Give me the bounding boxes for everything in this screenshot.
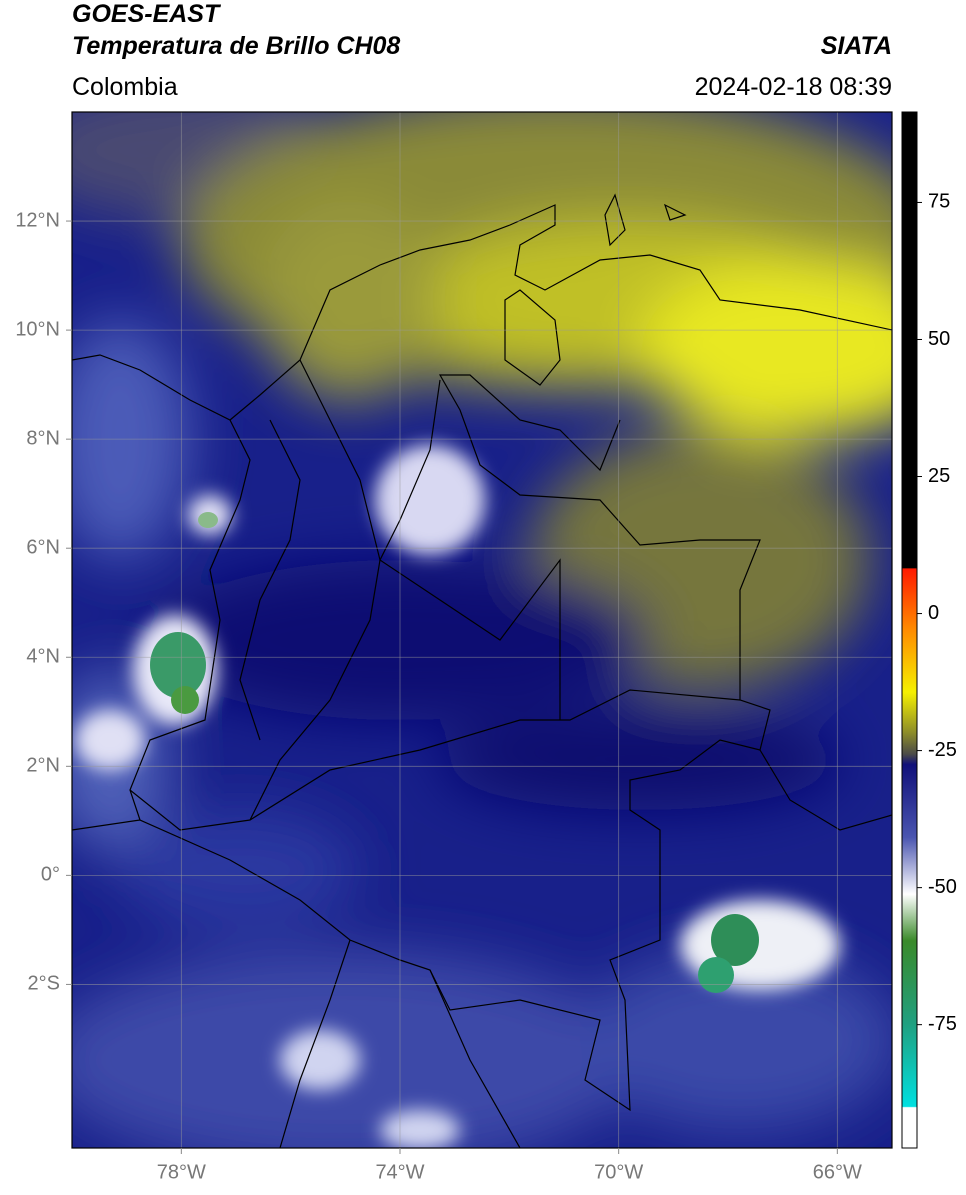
colorbar-tick-label: -50 [928, 876, 957, 898]
y-tick-label: 8°N [26, 427, 60, 449]
y-tick-label: 12°N [15, 209, 60, 231]
x-tick-label: 74°W [375, 1161, 424, 1183]
borders [72, 193, 892, 1148]
y-tick-label: 6°N [26, 536, 60, 558]
map-frame [71, 111, 893, 1149]
source: SIATA [821, 32, 892, 60]
x-tick-label: 70°W [594, 1161, 643, 1183]
x-tick-label: 78°W [157, 1161, 206, 1183]
y-tick-label: 4°N [26, 646, 60, 668]
colorbar-tick-label: 50 [928, 328, 950, 350]
title: GOES-EAST [72, 0, 222, 28]
colorbar-tick-label: -75 [928, 1013, 957, 1035]
satellite-image [72, 112, 892, 1148]
subtitle: Temperatura de Brillo CH08 [72, 32, 400, 60]
datetime: 2024-02-18 08:39 [695, 73, 892, 101]
colorbar-tick-label: 0 [928, 602, 939, 624]
region: Colombia [72, 73, 178, 101]
y-tick-label: 0° [41, 864, 60, 886]
colorbar-tick-label: -25 [928, 739, 957, 761]
y-tick-label: 10°N [15, 318, 60, 340]
grid [72, 112, 892, 1148]
y-tick-label: 2°S [28, 973, 60, 995]
y-tick-label: 2°N [26, 755, 60, 777]
colorbar [901, 111, 918, 1149]
colorbar-tick-label: 75 [928, 191, 950, 213]
colorbar-tick-label: 25 [928, 465, 950, 487]
x-tick-label: 66°W [813, 1161, 862, 1183]
